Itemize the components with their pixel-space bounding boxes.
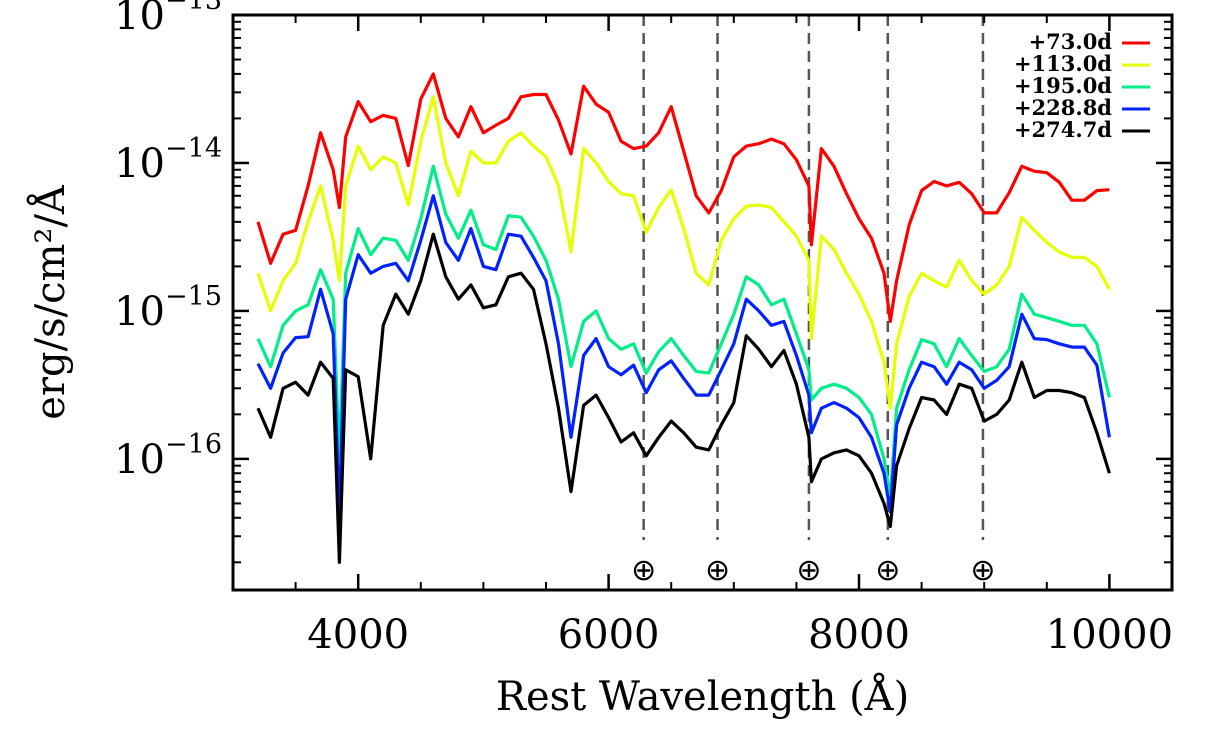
x-tick-label-0: 4000 xyxy=(307,612,409,658)
legend-label-1: +113.0d xyxy=(1014,51,1112,76)
telluric-symbol-1: ⊕ xyxy=(705,553,730,588)
legend: +73.0d+113.0d+195.0d+228.8d+274.7d xyxy=(1014,29,1150,142)
y-tick-label-0: 10−13 xyxy=(114,0,222,39)
plot-frame xyxy=(231,13,1174,592)
y-axis-title: erg/s/cm²/Å xyxy=(27,184,74,420)
x-axis-title: Rest Wavelength (Å) xyxy=(496,673,909,720)
telluric-symbol-4: ⊕ xyxy=(970,553,995,588)
legend-label-4: +274.7d xyxy=(1014,117,1112,142)
telluric-symbol-2: ⊕ xyxy=(796,553,821,588)
telluric-symbol-0: ⊕ xyxy=(631,553,656,588)
series-line-2 xyxy=(256,164,1111,499)
y-tick-label-3: 10−16 xyxy=(114,429,222,483)
series-line-3 xyxy=(256,194,1111,520)
tick-labels: 4000 6000 8000 10000 10−13 10−14 10−15 10−16 xyxy=(114,0,1173,658)
series-line-0 xyxy=(256,72,1110,323)
x-tick-label-3: 10000 xyxy=(1046,612,1173,658)
telluric-symbol-3: ⊕ xyxy=(875,553,900,588)
y-tick-label-2: 10−15 xyxy=(114,281,222,335)
y-tick-label-1: 10−14 xyxy=(114,133,222,187)
legend-label-3: +228.8d xyxy=(1014,95,1112,120)
x-tick-label-2: 8000 xyxy=(808,612,910,658)
series-line-4 xyxy=(256,232,1111,564)
telluric-lines: ⊕ ⊕ ⊕ ⊕ ⊕ xyxy=(631,15,996,588)
legend-label-2: +195.0d xyxy=(1014,73,1112,98)
legend-label-0: +73.0d xyxy=(1029,29,1113,54)
axis-ticks xyxy=(232,13,1173,590)
spectra-series xyxy=(256,72,1111,564)
series-line-1 xyxy=(256,95,1111,410)
x-tick-label-1: 6000 xyxy=(558,612,660,658)
